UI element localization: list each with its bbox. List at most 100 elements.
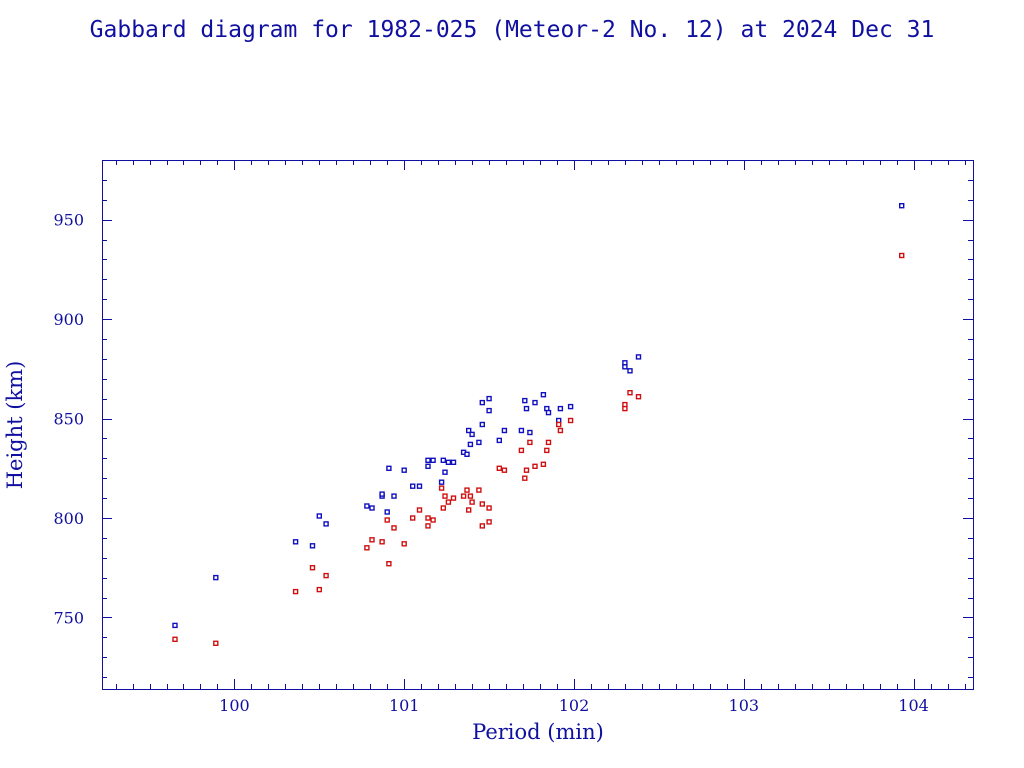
apogee-point <box>369 505 375 511</box>
perigee-point <box>496 465 502 471</box>
x-tick-label: 101 <box>389 696 420 715</box>
perigee-point <box>416 507 423 513</box>
perigee-point <box>323 572 329 579</box>
perigee-point <box>635 394 642 400</box>
apogee-point <box>522 397 528 404</box>
apogee-point <box>401 467 407 473</box>
perigee-point <box>522 475 528 481</box>
apogee-point <box>557 405 564 412</box>
data-points <box>172 202 905 646</box>
apogee-point <box>425 463 431 469</box>
perigee-point <box>532 463 538 469</box>
perigee-point <box>469 499 475 505</box>
y-axis-label: Height (km) <box>3 361 27 490</box>
apogee-point <box>523 405 530 412</box>
apogee-point <box>527 429 533 436</box>
apogee-point <box>425 457 431 463</box>
apogee-point <box>410 483 416 489</box>
apogee-point <box>450 459 457 465</box>
perigee-point <box>466 507 472 513</box>
apogee-point <box>464 451 470 457</box>
perigee-point <box>540 461 547 467</box>
perigee-point <box>476 487 482 493</box>
perigee-point <box>445 499 452 505</box>
perigee-point <box>386 561 392 567</box>
apogee-point <box>440 457 446 463</box>
y-tick-label: 900 <box>53 310 84 329</box>
perigee-point <box>309 565 316 571</box>
x-tick-label: 104 <box>898 696 929 715</box>
apogee-point <box>469 431 475 438</box>
perigee-point <box>384 517 390 523</box>
perigee-point <box>213 640 219 646</box>
y-tick-label: 950 <box>53 211 84 230</box>
perigee-point <box>410 515 416 521</box>
apogee-point <box>532 399 538 406</box>
perigee-point <box>438 485 445 491</box>
apogee-point <box>445 459 452 465</box>
apogee-point <box>899 202 905 209</box>
perigee-point <box>369 537 375 543</box>
apogee-point <box>292 539 299 545</box>
apogee-point <box>364 503 370 509</box>
x-tick-label: 100 <box>219 696 250 715</box>
x-tick-label: 102 <box>559 696 590 715</box>
perigee-point <box>440 505 446 511</box>
apogee-point <box>622 364 628 370</box>
plot-frame <box>102 160 974 690</box>
perigee-point <box>364 545 370 551</box>
x-axis-label: Period (min) <box>472 720 604 744</box>
perigee-point <box>556 421 562 428</box>
chart-title: Gabbard diagram for 1982-025 (Meteor-2 N… <box>90 17 935 43</box>
apogee-point <box>466 427 472 434</box>
perigee-point <box>450 495 457 501</box>
apogee-point <box>496 437 502 444</box>
apogee-point <box>172 622 178 629</box>
apogee-point <box>309 543 316 549</box>
apogee-point <box>479 399 485 406</box>
apogee-point <box>627 368 633 374</box>
perigee-point <box>501 467 508 473</box>
perigee-point <box>391 525 397 531</box>
apogee-point <box>323 521 329 527</box>
perigee-point <box>430 517 436 523</box>
perigee-point <box>292 588 299 595</box>
perigee-point <box>425 515 431 521</box>
apogee-point <box>416 483 423 489</box>
perigee-point <box>467 493 474 499</box>
apogee-point <box>486 407 492 414</box>
apogee-point <box>476 439 482 446</box>
perigee-point <box>518 447 525 454</box>
apogee-point <box>567 403 574 410</box>
perigee-point <box>172 636 178 642</box>
perigee-point <box>545 439 552 446</box>
axis-ticks <box>102 160 973 689</box>
apogee-point <box>479 421 485 428</box>
perigee-point <box>523 467 530 473</box>
apogee-point <box>386 465 392 471</box>
apogee-point <box>430 457 436 463</box>
y-tick-label: 850 <box>53 410 84 429</box>
perigee-point <box>425 523 431 529</box>
apogee-point <box>545 409 552 416</box>
y-tick-label: 800 <box>53 509 84 528</box>
apogee-point <box>518 427 525 434</box>
apogee-point <box>391 493 397 499</box>
apogee-point <box>540 392 547 398</box>
perigee-point <box>479 501 485 507</box>
apogee-point <box>384 509 390 515</box>
apogee-point <box>438 479 445 485</box>
apogee-point <box>316 513 322 519</box>
perigee-point <box>486 505 492 511</box>
perigee-point <box>486 519 492 525</box>
perigee-point <box>557 427 564 434</box>
perigee-point <box>627 390 633 396</box>
apogee-point <box>213 574 219 581</box>
perigee-point <box>544 447 550 454</box>
y-tick-label: 750 <box>53 608 84 627</box>
perigee-point <box>379 539 385 545</box>
perigee-point <box>479 523 485 529</box>
apogee-point <box>501 427 508 434</box>
perigee-point <box>460 493 467 499</box>
